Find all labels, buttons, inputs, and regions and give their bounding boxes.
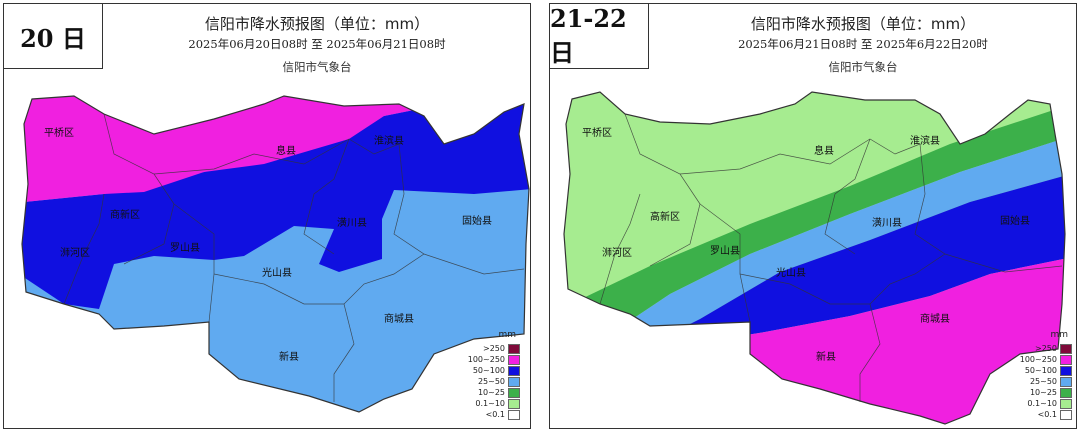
legend-swatch	[1060, 409, 1072, 420]
legend-swatch	[508, 398, 520, 409]
legend-item: >250	[458, 343, 520, 354]
legend-swatch	[508, 376, 520, 387]
county-label: 浉河区	[602, 247, 632, 259]
county-label: 高新区	[650, 210, 680, 223]
county-label: 潢川县	[337, 216, 367, 229]
legend-item-label: >250	[483, 344, 505, 353]
legend-item: 0.1~10	[1010, 398, 1072, 409]
rainfall-map: 平桥区 息县 淮滨县 高新区 潢川县 固始县 浉河区 罗山县 光山县 商城县 新…	[563, 91, 1066, 425]
legend-item: 10~25	[1010, 387, 1072, 398]
legend-item: 25~50	[458, 376, 520, 387]
county-label: 淮滨县	[374, 134, 404, 147]
county-label: 淮滨县	[910, 134, 940, 147]
legend-item: >250	[1010, 343, 1072, 354]
legend-item: 100~250	[458, 354, 520, 365]
legend-swatch	[1060, 398, 1072, 409]
county-label: 浉河区	[60, 247, 90, 259]
legend-item-label: 10~25	[1029, 388, 1057, 397]
legend-item-label: 100~250	[467, 355, 505, 364]
county-label: 平桥区	[582, 127, 612, 139]
rainfall-map: 平桥区 息县 淮滨县 商新区 潢川县 固始县 浉河区 罗山县 光山县 商城县 新…	[21, 95, 530, 413]
map-title: 信阳市降水预报图（单位：mm）	[204, 15, 430, 33]
legend-item: 0.1~10	[458, 398, 520, 409]
legend-item-label: >250	[1035, 344, 1057, 353]
legend: mm >250 100~250 50~100 25~50 10~25 0.1~10 <0.1	[458, 330, 520, 420]
legend-item: 10~25	[458, 387, 520, 398]
county-label: 新县	[816, 350, 836, 363]
legend-item-label: 10~25	[477, 388, 505, 397]
legend-item: 50~100	[1010, 365, 1072, 376]
legend-item-label: 100~250	[1019, 355, 1057, 364]
legend-swatch	[508, 365, 520, 376]
county-label: 新县	[279, 350, 299, 363]
time-range: 2025年06月20日08时 至 2025年06月21日08时	[188, 37, 446, 51]
legend-item-label: 25~50	[477, 377, 505, 386]
time-range: 2025年06月21日08时 至 2025年6月22日20时	[738, 37, 988, 51]
legend-swatch	[508, 409, 520, 420]
legend-item: <0.1	[458, 409, 520, 420]
county-label: 商城县	[384, 312, 414, 325]
legend-unit: mm	[1050, 330, 1068, 340]
county-label: 罗山县	[170, 242, 200, 254]
legend-item-label: <0.1	[1037, 410, 1057, 419]
forecast-panel-day20: 平桥区 息县 淮滨县 商新区 潢川县 固始县 浉河区 罗山县 光山县 商城县 新…	[3, 3, 531, 429]
county-label: 息县	[814, 144, 834, 157]
legend-swatch	[508, 387, 520, 398]
issuing-agency: 信阳市气象台	[282, 60, 352, 74]
county-label: 平桥区	[44, 127, 74, 139]
county-label: 光山县	[262, 266, 292, 279]
legend-item-label: 50~100	[1024, 366, 1057, 375]
legend-item: 100~250	[1010, 354, 1072, 365]
legend-item-label: 0.1~10	[1027, 399, 1057, 408]
legend-item: 25~50	[1010, 376, 1072, 387]
forecast-panel-day21-22: 平桥区 息县 淮滨县 高新区 潢川县 固始县 浉河区 罗山县 光山县 商城县 新…	[549, 3, 1077, 429]
legend-item: <0.1	[1010, 409, 1072, 420]
county-label: 罗山县	[710, 245, 740, 257]
legend-item-label: 50~100	[472, 366, 505, 375]
legend-swatch	[1060, 376, 1072, 387]
legend-swatch	[1060, 343, 1072, 354]
county-label: 固始县	[462, 214, 492, 227]
legend-item-label: 25~50	[1029, 377, 1057, 386]
legend-item: 50~100	[458, 365, 520, 376]
map-title: 信阳市降水预报图（单位：mm）	[750, 15, 976, 33]
county-label: 潢川县	[872, 216, 902, 229]
legend-unit: mm	[498, 330, 516, 340]
county-label: 商新区	[110, 208, 140, 221]
county-label: 息县	[276, 144, 296, 157]
day-label: 21-22 日	[550, 4, 649, 69]
legend-swatch	[1060, 387, 1072, 398]
legend-swatch	[508, 354, 520, 365]
legend-swatch	[1060, 365, 1072, 376]
county-label: 光山县	[776, 266, 806, 279]
legend: mm >250 100~250 50~100 25~50 10~25 0.1~10 <0.1	[1010, 330, 1072, 420]
legend-swatch	[1060, 354, 1072, 365]
county-label: 固始县	[1000, 214, 1030, 227]
legend-item-label: <0.1	[485, 410, 505, 419]
legend-swatch	[508, 343, 520, 354]
issuing-agency: 信阳市气象台	[828, 60, 898, 74]
day-label: 20 日	[4, 4, 103, 69]
legend-item-label: 0.1~10	[475, 399, 505, 408]
county-label: 商城县	[920, 312, 950, 325]
